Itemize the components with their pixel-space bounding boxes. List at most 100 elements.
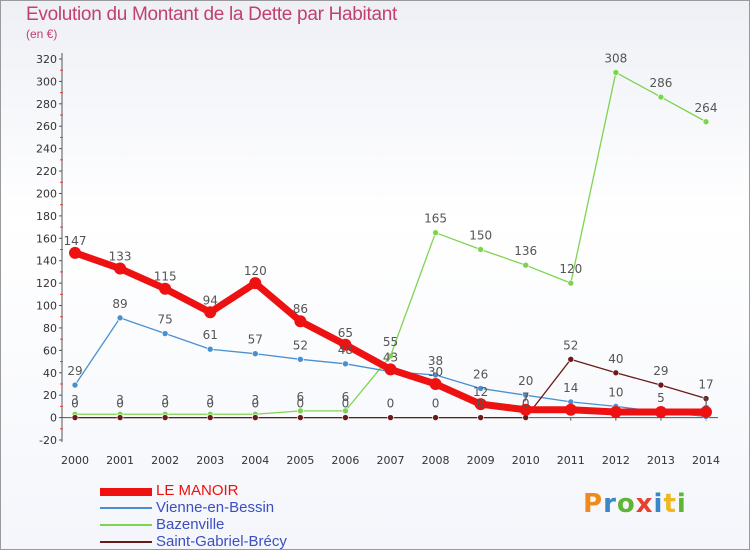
data-point-le-manoir xyxy=(519,403,532,416)
legend-label-vienne-en-bessin: Vienne-en-Bessin xyxy=(156,499,275,516)
data-point-saint-gabriel-brecy xyxy=(387,414,394,421)
data-label-saint-gabriel-brecy: 0 xyxy=(116,397,124,411)
data-point-saint-gabriel-brecy xyxy=(432,414,439,421)
data-point-vienne-en-bessin xyxy=(297,356,304,363)
data-label-saint-gabriel-brecy: 0 xyxy=(206,397,214,411)
data-point-vienne-en-bessin xyxy=(477,385,484,392)
y-tick-label: 180 xyxy=(36,210,57,223)
data-label-bazenville: 136 xyxy=(514,244,537,258)
data-label-le-manoir: 120 xyxy=(244,264,267,278)
data-point-saint-gabriel-brecy xyxy=(702,395,710,402)
proxiti-logo: Proxiti xyxy=(583,489,687,519)
data-label-vienne-en-bessin: 10 xyxy=(608,385,623,399)
y-tick-label: 40 xyxy=(43,367,57,380)
data-label-bazenville: 150 xyxy=(469,229,492,243)
data-label-bazenville: 264 xyxy=(695,101,718,115)
data-label-vienne-en-bessin: 75 xyxy=(158,313,173,327)
x-tick-label: 2010 xyxy=(512,454,540,467)
data-label-le-manoir: 30 xyxy=(428,365,443,379)
x-tick-label: 2001 xyxy=(106,454,134,467)
y-tick-label: 0 xyxy=(50,412,57,425)
data-label-le-manoir: 12 xyxy=(473,385,488,399)
data-point-saint-gabriel-brecy xyxy=(477,414,484,421)
logo-letter: t xyxy=(663,489,677,519)
data-point-le-manoir xyxy=(114,262,127,275)
data-point-bazenville xyxy=(567,279,575,287)
data-label-saint-gabriel-brecy: 0 xyxy=(297,397,305,411)
data-point-saint-gabriel-brecy xyxy=(71,414,79,421)
data-label-vienne-en-bessin: 29 xyxy=(67,364,82,378)
x-tick-label: 2003 xyxy=(196,454,224,467)
y-tick-label: 80 xyxy=(43,322,57,335)
data-point-bazenville xyxy=(657,93,665,101)
data-label-vienne-en-bessin: 26 xyxy=(473,367,488,381)
y-tick-label: 200 xyxy=(36,187,57,200)
data-point-le-manoir xyxy=(249,277,262,290)
data-point-vienne-en-bessin xyxy=(522,391,530,399)
data-point-saint-gabriel-brecy xyxy=(116,414,124,421)
logo-letter: i xyxy=(676,489,687,519)
data-point-le-manoir xyxy=(339,338,352,351)
data-point-saint-gabriel-brecy xyxy=(567,356,575,363)
x-tick-label: 2011 xyxy=(557,454,585,467)
x-tick-label: 2007 xyxy=(377,454,405,467)
legend-swatch-bazenville xyxy=(100,524,152,526)
data-point-bazenville xyxy=(297,407,304,415)
x-tick-label: 2006 xyxy=(331,454,359,467)
data-label-saint-gabriel-brecy: 40 xyxy=(608,352,623,366)
data-point-bazenville xyxy=(387,352,394,360)
series-layer xyxy=(69,69,712,421)
y-tick-label: 140 xyxy=(36,255,57,268)
data-point-le-manoir xyxy=(204,306,217,319)
data-label-saint-gabriel-brecy: 0 xyxy=(477,397,485,411)
data-label-le-manoir: 115 xyxy=(154,270,177,284)
y-tick-label: 320 xyxy=(36,53,57,66)
legend-label-saint-gabriel-brecy: Saint-Gabriel-Brécy xyxy=(156,533,287,550)
data-point-bazenville xyxy=(342,407,349,415)
data-point-bazenville xyxy=(522,261,530,269)
data-label-bazenville: 286 xyxy=(649,76,672,90)
data-label-vienne-en-bessin: 61 xyxy=(203,328,218,342)
data-point-bazenville xyxy=(477,246,484,253)
data-label-bazenville: 120 xyxy=(559,262,582,276)
data-label-bazenville: 3 xyxy=(116,393,124,407)
data-label-saint-gabriel-brecy: 0 xyxy=(432,397,440,411)
data-label-le-manoir: 43 xyxy=(383,350,398,364)
y-tick-label: 280 xyxy=(36,98,57,111)
data-label-saint-gabriel-brecy: 0 xyxy=(342,397,350,411)
x-tick-label: 2002 xyxy=(151,454,179,467)
data-label-saint-gabriel-brecy: 0 xyxy=(522,397,530,411)
data-label-bazenville: 55 xyxy=(383,335,398,349)
data-label-vienne-en-bessin: 1 xyxy=(702,395,710,409)
data-label-vienne-en-bessin: 14 xyxy=(563,381,578,395)
x-tick-label: 2000 xyxy=(61,454,89,467)
legend-swatch-saint-gabriel-brecy xyxy=(100,541,152,543)
data-label-vienne-en-bessin: 52 xyxy=(293,338,308,352)
data-point-le-manoir xyxy=(429,377,442,390)
x-tick-label: 2014 xyxy=(692,454,720,467)
data-point-bazenville xyxy=(612,69,620,76)
data-point-vienne-en-bessin xyxy=(251,350,259,358)
x-tick-label: 2008 xyxy=(422,454,450,467)
data-label-bazenville: 165 xyxy=(424,212,447,226)
data-point-vienne-en-bessin xyxy=(342,360,349,368)
y-tick-label: 60 xyxy=(43,344,57,357)
legend-swatch-vienne-en-bessin xyxy=(100,507,152,509)
data-point-le-manoir xyxy=(384,363,397,376)
y-tick-label: 260 xyxy=(36,120,57,133)
data-point-le-manoir xyxy=(564,403,577,416)
data-point-saint-gabriel-brecy xyxy=(297,414,304,421)
logo-letter: P xyxy=(583,489,604,519)
data-label-saint-gabriel-brecy: 0 xyxy=(251,397,259,411)
data-label-vienne-en-bessin: 5 xyxy=(657,391,665,405)
data-label-le-manoir: 147 xyxy=(64,234,87,248)
data-label-le-manoir: 133 xyxy=(109,250,132,264)
logo-letter: r xyxy=(603,489,617,519)
y-tick-label: 100 xyxy=(36,300,57,313)
data-label-vienne-en-bessin: 89 xyxy=(112,297,127,311)
legend-label-bazenville: Bazenville xyxy=(156,516,225,533)
data-point-vienne-en-bessin xyxy=(71,381,79,389)
data-label-saint-gabriel-brecy: 0 xyxy=(161,397,169,411)
y-tick-label: 300 xyxy=(36,75,57,88)
